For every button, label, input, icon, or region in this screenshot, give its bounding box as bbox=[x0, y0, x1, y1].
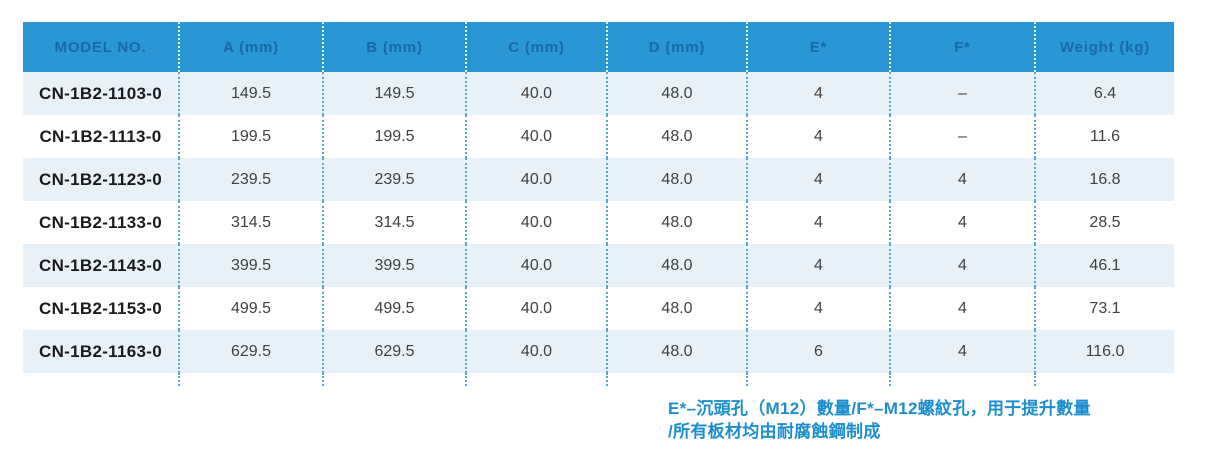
cell-e: 4 bbox=[746, 201, 889, 244]
cell-e: 4 bbox=[746, 244, 889, 287]
cell-f: – bbox=[889, 72, 1034, 115]
cell-a: 399.5 bbox=[178, 244, 322, 287]
cell-c: 40.0 bbox=[465, 72, 606, 115]
cell-e: 4 bbox=[746, 287, 889, 330]
cell-e: 4 bbox=[746, 158, 889, 201]
table-row: CN-1B2-1163-0 629.5 629.5 40.0 48.0 6 4 … bbox=[23, 330, 1174, 373]
column-header-e: E* bbox=[746, 22, 889, 72]
cell-b: 239.5 bbox=[322, 158, 465, 201]
cell-d: 48.0 bbox=[606, 330, 746, 373]
cell-a: 314.5 bbox=[178, 201, 322, 244]
cell-model: CN-1B2-1133-0 bbox=[23, 201, 178, 244]
cell-d: 48.0 bbox=[606, 244, 746, 287]
header-row: MODEL NO. A (mm) B (mm) C (mm) D (mm) E*… bbox=[23, 22, 1174, 72]
cell-f: 4 bbox=[889, 158, 1034, 201]
table-row: CN-1B2-1123-0 239.5 239.5 40.0 48.0 4 4 … bbox=[23, 158, 1174, 201]
footnote-f-label: F* bbox=[856, 399, 875, 418]
cell-d: 48.0 bbox=[606, 287, 746, 330]
cell-b: 314.5 bbox=[322, 201, 465, 244]
table-row: CN-1B2-1113-0 199.5 199.5 40.0 48.0 4 – … bbox=[23, 115, 1174, 158]
cell-f: 4 bbox=[889, 244, 1034, 287]
table-row: CN-1B2-1153-0 499.5 499.5 40.0 48.0 4 4 … bbox=[23, 287, 1174, 330]
cell-f: 4 bbox=[889, 287, 1034, 330]
column-header-f: F* bbox=[889, 22, 1034, 72]
cell-c: 40.0 bbox=[465, 201, 606, 244]
footnote-f-text: –M12螺紋孔，用于提升數量 bbox=[874, 399, 1091, 418]
cell-model: CN-1B2-1103-0 bbox=[23, 72, 178, 115]
cell-b: 629.5 bbox=[322, 330, 465, 373]
table-row: CN-1B2-1103-0 149.5 149.5 40.0 48.0 4 – … bbox=[23, 72, 1174, 115]
cell-model: CN-1B2-1113-0 bbox=[23, 115, 178, 158]
table-body: CN-1B2-1103-0 149.5 149.5 40.0 48.0 4 – … bbox=[23, 72, 1174, 386]
column-header-weight: Weight (kg) bbox=[1034, 22, 1174, 72]
table-row: CN-1B2-1133-0 314.5 314.5 40.0 48.0 4 4 … bbox=[23, 201, 1174, 244]
cell-d: 48.0 bbox=[606, 158, 746, 201]
cell-weight: 116.0 bbox=[1034, 330, 1174, 373]
cell-e: 4 bbox=[746, 72, 889, 115]
cell-model: CN-1B2-1163-0 bbox=[23, 330, 178, 373]
cell-a: 239.5 bbox=[178, 158, 322, 201]
cell-f: 4 bbox=[889, 330, 1034, 373]
cell-e: 6 bbox=[746, 330, 889, 373]
cell-weight: 11.6 bbox=[1034, 115, 1174, 158]
cell-f: 4 bbox=[889, 201, 1034, 244]
footnote-e-label: E* bbox=[668, 399, 687, 418]
footnote: E*–沉頭孔（M12）數量/F*–M12螺紋孔，用于提升數量 /所有板材均由耐腐… bbox=[668, 397, 1091, 443]
cell-weight: 46.1 bbox=[1034, 244, 1174, 287]
table-header: MODEL NO. A (mm) B (mm) C (mm) D (mm) E*… bbox=[23, 22, 1174, 72]
cell-model: CN-1B2-1153-0 bbox=[23, 287, 178, 330]
column-header-a: A (mm) bbox=[178, 22, 322, 72]
dotted-overhang-row bbox=[23, 373, 1174, 386]
cell-c: 40.0 bbox=[465, 287, 606, 330]
cell-d: 48.0 bbox=[606, 115, 746, 158]
footnote-line-1: E*–沉頭孔（M12）數量/F*–M12螺紋孔，用于提升數量 bbox=[668, 397, 1091, 420]
table-row: CN-1B2-1143-0 399.5 399.5 40.0 48.0 4 4 … bbox=[23, 244, 1174, 287]
cell-b: 399.5 bbox=[322, 244, 465, 287]
spec-table: MODEL NO. A (mm) B (mm) C (mm) D (mm) E*… bbox=[23, 22, 1174, 386]
cell-weight: 73.1 bbox=[1034, 287, 1174, 330]
cell-d: 48.0 bbox=[606, 201, 746, 244]
cell-c: 40.0 bbox=[465, 158, 606, 201]
cell-a: 629.5 bbox=[178, 330, 322, 373]
cell-b: 149.5 bbox=[322, 72, 465, 115]
cell-c: 40.0 bbox=[465, 244, 606, 287]
column-header-b: B (mm) bbox=[322, 22, 465, 72]
cell-d: 48.0 bbox=[606, 72, 746, 115]
model-spec-table: MODEL NO. A (mm) B (mm) C (mm) D (mm) E*… bbox=[23, 22, 1174, 386]
footnote-e-text: –沉頭孔（M12）數量/ bbox=[686, 399, 857, 418]
cell-b: 499.5 bbox=[322, 287, 465, 330]
cell-weight: 16.8 bbox=[1034, 158, 1174, 201]
cell-model: CN-1B2-1123-0 bbox=[23, 158, 178, 201]
column-header-c: C (mm) bbox=[465, 22, 606, 72]
cell-weight: 6.4 bbox=[1034, 72, 1174, 115]
cell-a: 199.5 bbox=[178, 115, 322, 158]
cell-f: – bbox=[889, 115, 1034, 158]
column-header-d: D (mm) bbox=[606, 22, 746, 72]
footnote-line-2: /所有板材均由耐腐蝕鋼制成 bbox=[668, 422, 881, 441]
cell-a: 499.5 bbox=[178, 287, 322, 330]
cell-c: 40.0 bbox=[465, 115, 606, 158]
cell-model: CN-1B2-1143-0 bbox=[23, 244, 178, 287]
cell-b: 199.5 bbox=[322, 115, 465, 158]
cell-a: 149.5 bbox=[178, 72, 322, 115]
cell-e: 4 bbox=[746, 115, 889, 158]
cell-weight: 28.5 bbox=[1034, 201, 1174, 244]
cell-c: 40.0 bbox=[465, 330, 606, 373]
column-header-model: MODEL NO. bbox=[23, 22, 178, 72]
